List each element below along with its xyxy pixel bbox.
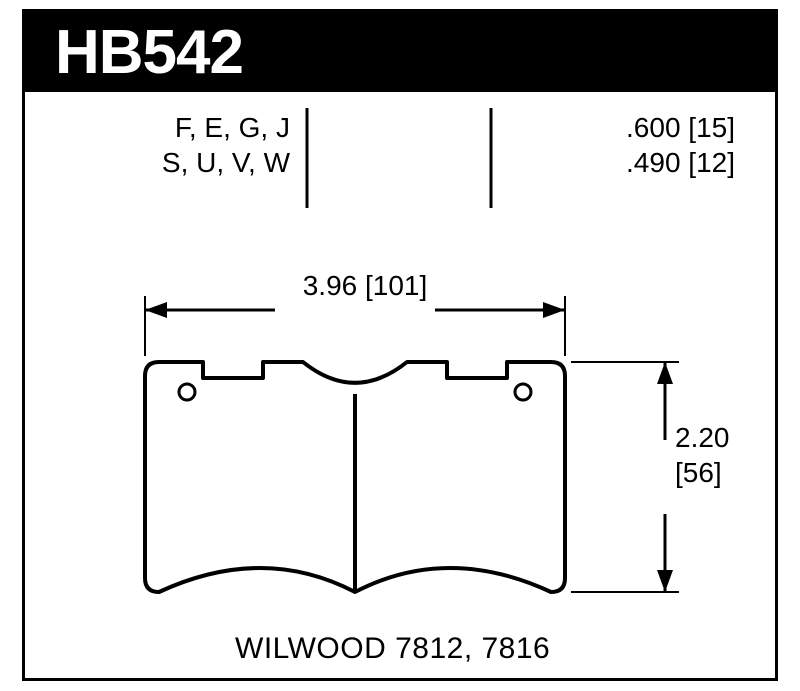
diagram-svg [25,92,781,684]
diagram-area: F, E, G, J S, U, V, W .600 [15] .490 [12… [25,92,775,678]
title-bar: HB542 [25,12,775,92]
outer-frame: HB542 F, E, G, J S, U, V, W .600 [15] .4… [22,9,778,681]
part-number-title: HB542 [25,17,243,88]
